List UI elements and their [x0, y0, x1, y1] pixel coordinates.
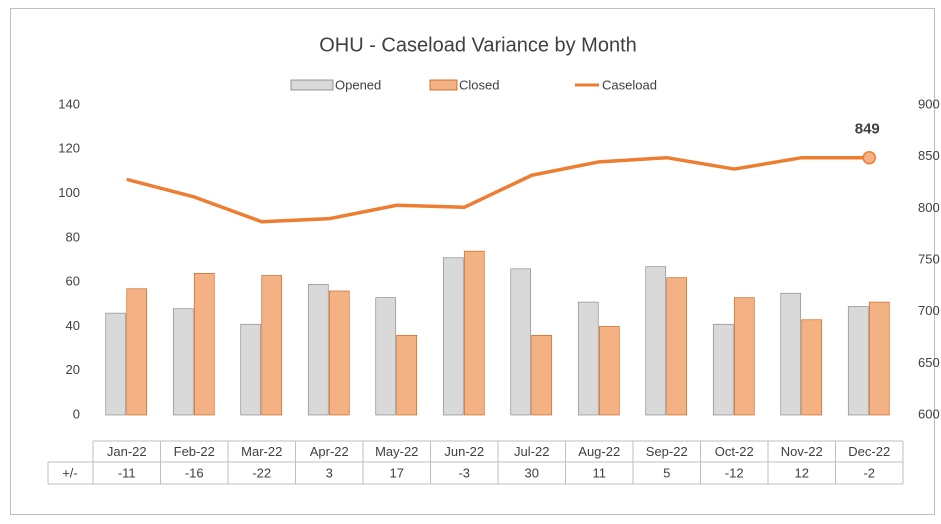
bar — [463, 250, 485, 416]
x-tick-label: Nov-22 — [781, 444, 823, 459]
table-row-label: +/- — [62, 465, 78, 480]
legend-swatch — [429, 79, 458, 91]
legend-label: Caseload — [602, 77, 657, 92]
legend-swatch — [290, 79, 334, 91]
x-tick-label: Jul-22 — [514, 444, 549, 459]
y2-tick-label: 750 — [918, 251, 940, 266]
y2-tick-label: 850 — [918, 148, 940, 163]
x-tick-label: Aug-22 — [578, 444, 620, 459]
bar — [261, 275, 283, 416]
bar — [240, 323, 262, 416]
bar — [598, 326, 620, 416]
bar — [307, 284, 329, 416]
table-cell: -2 — [863, 465, 875, 480]
table-cell: 5 — [663, 465, 670, 480]
line — [126, 155, 870, 224]
y-tick-label: 20 — [66, 362, 80, 377]
bar — [847, 306, 869, 416]
bar — [577, 301, 599, 416]
y2-tick-label: 900 — [918, 96, 940, 111]
x-tick-label: Jun-22 — [444, 444, 484, 459]
bar — [801, 319, 823, 416]
x-tick-label: Mar-22 — [241, 444, 282, 459]
x-tick-label: Dec-22 — [848, 444, 890, 459]
y-tick-label: 40 — [66, 318, 80, 333]
bar — [442, 257, 464, 416]
x-tick-label: May-22 — [375, 444, 418, 459]
table-cell: -11 — [118, 465, 136, 480]
legend-label: Opened — [335, 77, 381, 92]
y-tick-label: 140 — [58, 96, 80, 111]
x-tick-label: Feb-22 — [174, 444, 215, 459]
x-tick-label: Oct-22 — [715, 444, 754, 459]
table-cell: -22 — [252, 465, 271, 480]
bar — [733, 297, 755, 416]
y2-tick-label: 700 — [918, 303, 940, 318]
table-cell: 3 — [326, 465, 333, 480]
x-tick-label: Sep-22 — [646, 444, 688, 459]
bar — [126, 288, 148, 416]
y-tick-label: 120 — [58, 141, 80, 156]
table-cell: 11 — [593, 465, 607, 480]
bar — [193, 272, 215, 416]
point-marker — [862, 150, 876, 165]
y-tick-label: 60 — [66, 274, 80, 289]
x-tick-label: Jan-22 — [107, 444, 147, 459]
bar — [328, 290, 350, 416]
bar — [510, 268, 532, 416]
bar — [712, 323, 734, 416]
y2-tick-label: 600 — [918, 406, 940, 421]
legend-label: Closed — [459, 77, 499, 92]
bar — [172, 308, 194, 416]
y2-tick-label: 800 — [918, 200, 940, 215]
y-tick-label: 80 — [66, 229, 80, 244]
bar — [868, 301, 890, 416]
bar — [375, 297, 397, 416]
bar — [666, 277, 688, 416]
y2-tick-label: 650 — [918, 355, 940, 370]
table-cell: 17 — [390, 465, 404, 480]
bar — [396, 334, 418, 416]
bar — [531, 334, 553, 416]
data-label: 849 — [855, 121, 880, 138]
bar — [645, 266, 667, 416]
bar — [105, 312, 127, 416]
bar — [780, 292, 802, 416]
table-cell: -12 — [725, 465, 744, 480]
y-tick-label: 0 — [73, 406, 80, 421]
x-tick-label: Apr-22 — [310, 444, 349, 459]
y-tick-label: 100 — [58, 185, 80, 200]
table-cell: -16 — [185, 465, 204, 480]
table-cell: 30 — [525, 465, 539, 480]
chart-title: OHU - Caseload Variance by Month — [319, 34, 637, 56]
table-cell: -3 — [458, 465, 470, 480]
table-cell: 12 — [795, 465, 809, 480]
